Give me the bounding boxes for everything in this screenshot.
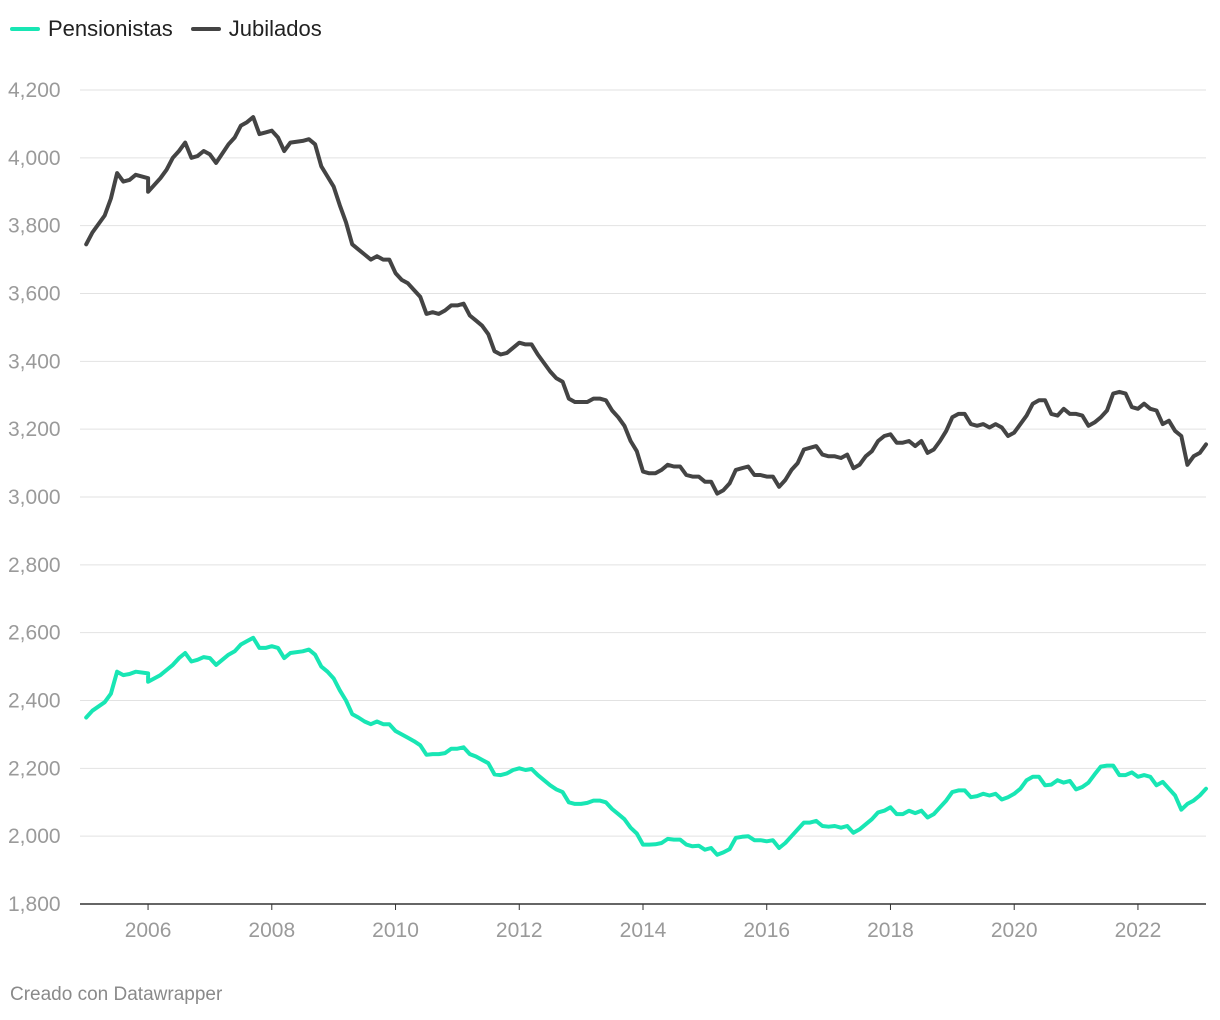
y-tick-label: 3,800 bbox=[8, 215, 61, 238]
legend-item-jubilados[interactable]: Jubilados bbox=[190, 16, 322, 42]
y-tick-label: 2,600 bbox=[8, 622, 61, 645]
y-tick-label: 1,800 bbox=[8, 893, 61, 916]
gridlines bbox=[80, 89, 1206, 905]
x-tick-label: 2008 bbox=[248, 919, 295, 942]
x-tick-label: 2022 bbox=[1115, 919, 1162, 942]
x-tick-label: 2014 bbox=[620, 919, 667, 942]
x-tick-label: 2016 bbox=[743, 919, 790, 942]
footer-credit: Creado con Datawrapper bbox=[10, 984, 223, 1005]
legend-label-jubilados: Jubilados bbox=[228, 16, 322, 41]
legend-item-pensionistas[interactable]: Pensionistas bbox=[10, 16, 173, 42]
x-tick-label: 2006 bbox=[125, 919, 172, 942]
x-tick-label: 2018 bbox=[867, 919, 914, 942]
legend-label-pensionistas: Pensionistas bbox=[48, 16, 173, 41]
y-tick-label: 3,200 bbox=[8, 418, 61, 441]
y-tick-label: 3,000 bbox=[8, 486, 61, 509]
y-tick-label: 3,400 bbox=[8, 350, 61, 373]
legend-swatch-jubilados bbox=[190, 27, 221, 31]
y-axis: 1,800 2,000 2,200 2,400 2,600 2,800 3,000 3,200… bbox=[8, 79, 61, 916]
y-tick-label: 2,200 bbox=[8, 757, 61, 780]
x-tick-label: 2010 bbox=[372, 919, 419, 942]
series-lines bbox=[84, 115, 1208, 857]
legend: Pensionistas Jubilados bbox=[10, 16, 322, 42]
y-tick-label: 2,000 bbox=[8, 825, 61, 848]
x-tick-label: 2012 bbox=[496, 919, 543, 942]
series-line-jubilados[interactable] bbox=[84, 115, 1208, 496]
x-axis: 2006 2008 2010 2012 2014 2016 2018 2020 2022 bbox=[125, 904, 1162, 942]
y-tick-label: 4,000 bbox=[8, 147, 61, 170]
series-line-pensionistas[interactable] bbox=[84, 635, 1208, 857]
y-tick-label: 2,800 bbox=[8, 554, 61, 577]
x-tick-label: 2020 bbox=[991, 919, 1038, 942]
y-tick-label: 2,400 bbox=[8, 690, 61, 713]
y-tick-label: 4,200 bbox=[8, 79, 61, 102]
y-tick-label: 3,600 bbox=[8, 283, 61, 306]
legend-swatch-pensionistas bbox=[10, 27, 40, 31]
